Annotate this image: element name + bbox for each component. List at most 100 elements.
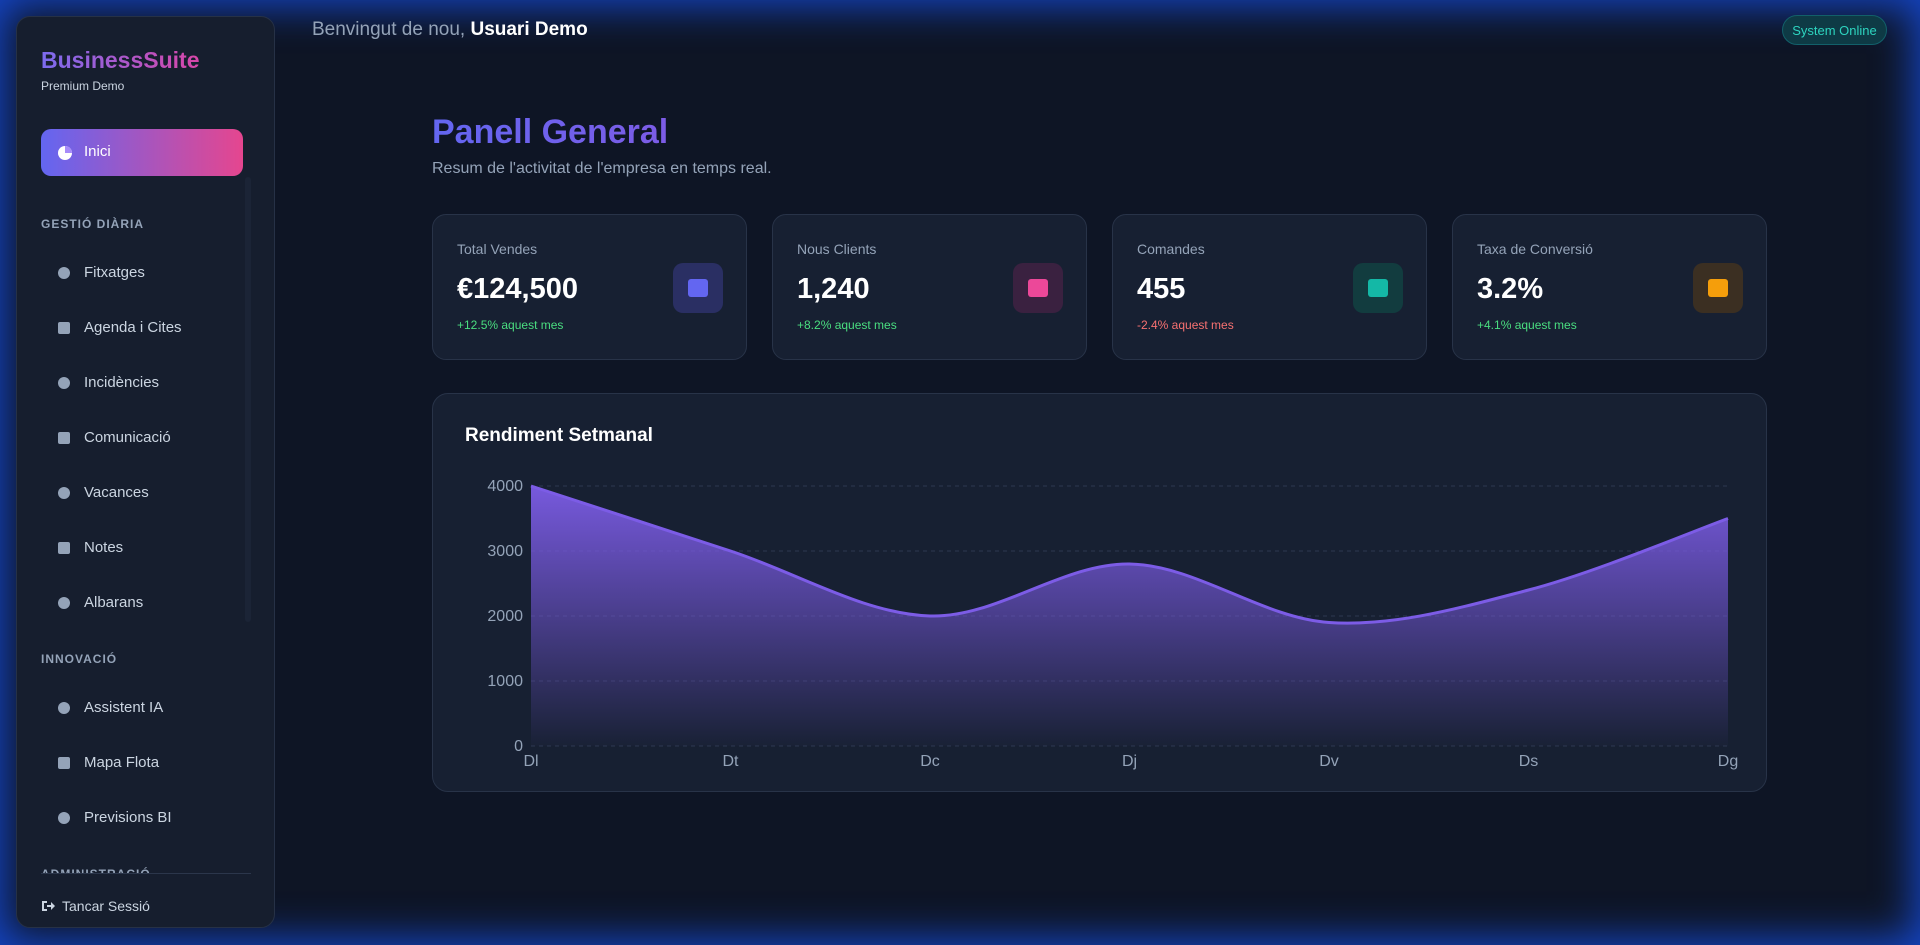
stat-label: Taxa de Conversió — [1477, 241, 1593, 257]
icon — [58, 812, 70, 824]
icon — [58, 542, 70, 554]
nav-label: Previsions BI — [84, 809, 172, 826]
nav-section-title: GESTIÓ DIÀRIA — [41, 217, 145, 231]
icon — [58, 597, 70, 609]
brand[interactable]: BusinessSuite — [41, 47, 200, 73]
stat-value: 455 — [1137, 273, 1186, 305]
chart: Rendiment Setmanal 0 1000 2000 3000 4000 Dl Dt… — [465, 425, 1738, 770]
nav-label: Notes — [84, 539, 124, 556]
page-title: Panell General — [432, 113, 669, 151]
icon — [58, 757, 70, 769]
x-tick-label: Dg — [1718, 753, 1738, 770]
y-tick-label: 1000 — [487, 673, 523, 690]
nav-item[interactable]: Assistent IA — [41, 686, 243, 730]
sidebar: BusinessSuite Premium Demo Inici GESTIÓ … — [16, 16, 275, 928]
nav-label: Incidències — [84, 374, 160, 391]
y-tick-label: 3000 — [487, 543, 523, 560]
stat-value: €124,500 — [457, 273, 578, 305]
stat-label: Total Vendes — [457, 241, 538, 257]
icon-shape — [58, 597, 70, 609]
logout[interactable]: Tancar Sessió — [62, 898, 150, 914]
x-tick-label: Dj — [1122, 753, 1137, 770]
nav-label: Mapa Flota — [84, 754, 160, 771]
icon — [58, 146, 72, 160]
nav-section-title: INNOVACIÓ — [41, 652, 118, 666]
stat-icon — [1693, 263, 1743, 313]
x-tick-label: Ds — [1519, 753, 1539, 770]
y-tick-label: 0 — [514, 738, 523, 755]
chart-title: Rendiment Setmanal — [465, 425, 653, 446]
stat-change: -2.4% aquest mes — [1137, 318, 1234, 332]
icon — [58, 267, 70, 279]
nav-label: Comunicació — [84, 429, 171, 446]
stat-change: +12.5% aquest mes — [457, 318, 564, 332]
icon-shape — [58, 432, 70, 444]
icon — [58, 322, 70, 334]
divider — [41, 873, 251, 874]
stat-change: +8.2% aquest mes — [797, 318, 897, 332]
stat-card: Nous Clients 1,240 +8.2% aquest mes — [772, 214, 1087, 360]
icon-shape — [58, 322, 70, 334]
x-tick-label: Dt — [723, 753, 740, 770]
x-tick-label: Dv — [1319, 753, 1339, 770]
nav-item[interactable]: Albarans — [41, 581, 243, 625]
stat-label: Comandes — [1137, 241, 1205, 257]
nav-item[interactable]: Incidències — [41, 361, 243, 405]
nav-item[interactable]: Agenda i Cites — [41, 306, 243, 350]
stat-card: Comandes 455 -2.4% aquest mes — [1112, 214, 1427, 360]
stat-label: Nous Clients — [797, 241, 877, 257]
line — [530, 484, 1729, 625]
nav-item[interactable]: Fitxatges — [41, 251, 243, 295]
icon-shape — [58, 487, 70, 499]
icon-shape — [58, 812, 70, 824]
icon — [58, 432, 70, 444]
greeting: Benvingut de nou, Usuari Demo — [312, 19, 588, 41]
stat-icon — [1013, 263, 1063, 313]
stat-icon — [1353, 263, 1403, 313]
user-name: Usuari Demo — [470, 19, 588, 40]
y-tick-label: 2000 — [487, 608, 523, 625]
scrollbar[interactable] — [245, 177, 251, 622]
stat-icon — [673, 263, 723, 313]
nav-item[interactable]: Vacances — [41, 471, 243, 515]
icon — [42, 901, 55, 911]
stat-card: Taxa de Conversió 3.2% +4.1% aquest mes — [1452, 214, 1767, 360]
nav-label: Fitxatges — [84, 264, 145, 281]
nav-label: Agenda i Cites — [84, 319, 182, 336]
chart-card: Rendiment Setmanal 0 1000 2000 3000 4000 Dl Dt… — [432, 393, 1767, 792]
nav-label: Vacances — [84, 484, 149, 501]
nav-item[interactable]: Previsions BI — [41, 796, 243, 840]
stat-change: +4.1% aquest mes — [1477, 318, 1577, 332]
x-tick-label: Dc — [920, 753, 940, 770]
icon — [58, 702, 70, 714]
nav: Inici GESTIÓ DIÀRIA Fitxatges Agenda i Cit… — [17, 117, 274, 873]
icon — [58, 487, 70, 499]
page-subtitle: Resum de l'activitat de l'empresa en tem… — [432, 160, 772, 177]
nav-label: Inici — [84, 143, 111, 160]
x-tick-label: Dl — [523, 753, 538, 770]
stat-value: 3.2% — [1477, 273, 1544, 305]
icon — [1368, 279, 1388, 297]
y-tick-label: 4000 — [487, 478, 523, 495]
icon-shape — [58, 267, 70, 279]
icon — [1708, 279, 1728, 297]
nav-label: Assistent IA — [84, 699, 164, 716]
nav-item-active[interactable]: Inici — [41, 129, 243, 176]
icon — [688, 279, 708, 297]
stat-card: Total Vendes €124,500 +12.5% aquest mes — [432, 214, 747, 360]
nav-item[interactable]: Comunicació — [41, 416, 243, 460]
status-badge: System Online — [1782, 15, 1887, 45]
nav-label: Albarans — [84, 594, 144, 611]
icon-shape — [58, 377, 70, 389]
icon-shape — [58, 542, 70, 554]
nav-item[interactable]: Notes — [41, 526, 243, 570]
icon-shape — [58, 702, 70, 714]
icon — [1028, 279, 1048, 297]
brand-subtitle: Premium Demo — [41, 79, 125, 93]
stat-value: 1,240 — [797, 273, 870, 305]
greeting-text: Benvingut de nou, — [312, 19, 466, 40]
nav-item[interactable]: Mapa Flota — [41, 741, 243, 785]
icon — [58, 377, 70, 389]
